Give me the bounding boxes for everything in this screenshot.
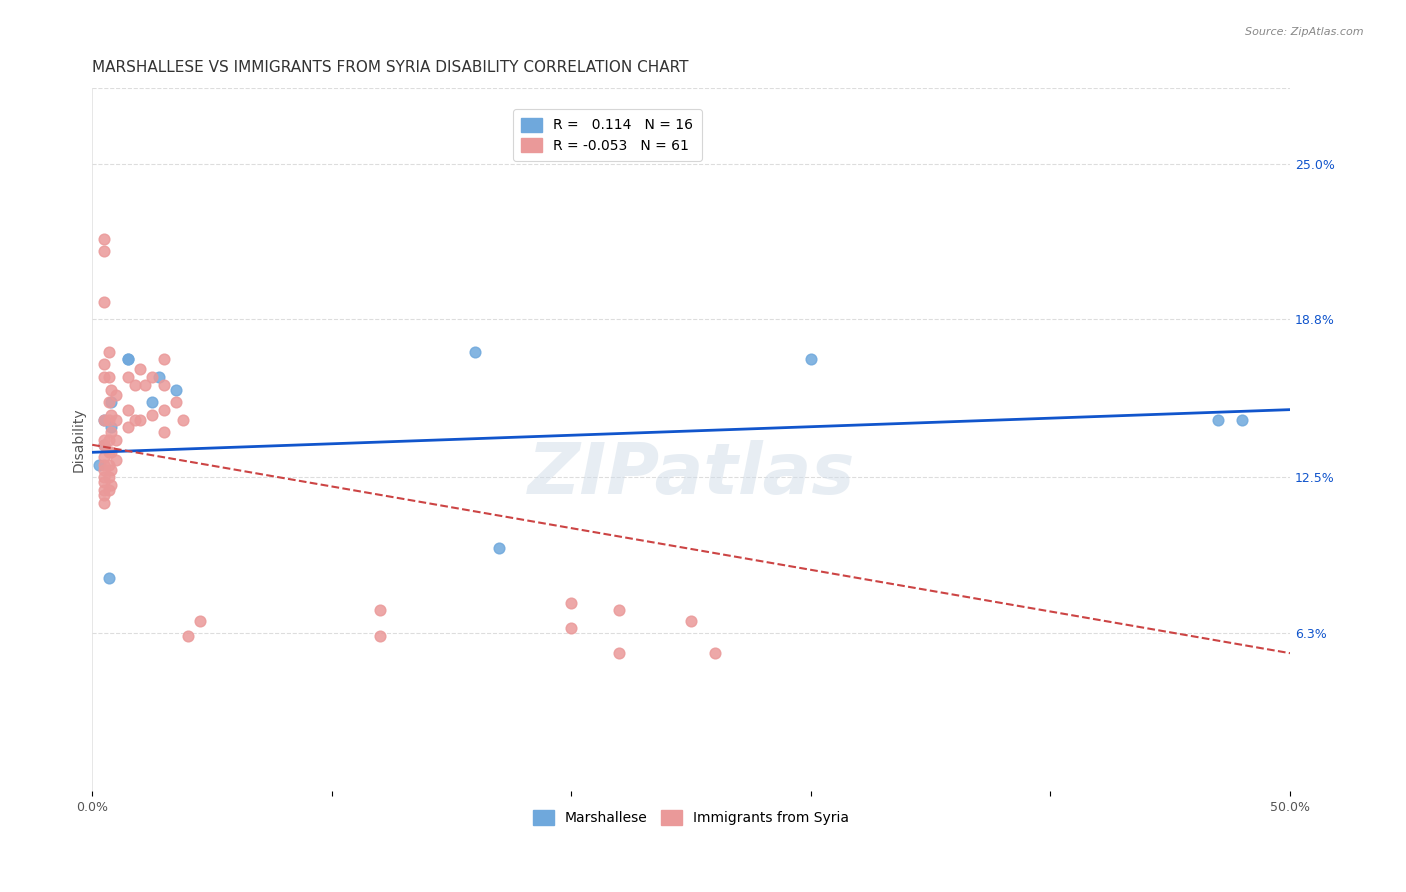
Point <box>188 614 211 628</box>
Point <box>124 377 146 392</box>
Point <box>93 358 115 372</box>
Point <box>117 352 139 367</box>
Point <box>100 395 122 409</box>
Point <box>141 395 163 409</box>
Point <box>100 425 122 440</box>
Point <box>153 425 176 440</box>
Legend: Marshallese, Immigrants from Syria: Marshallese, Immigrants from Syria <box>524 802 858 833</box>
Point <box>105 387 128 401</box>
Point <box>124 412 146 426</box>
Point <box>97 344 120 359</box>
Point <box>117 352 139 367</box>
Point <box>134 377 156 392</box>
Point <box>93 438 115 452</box>
Point <box>97 370 120 384</box>
Point <box>105 453 128 467</box>
Point <box>93 470 115 484</box>
Point <box>93 433 115 447</box>
Point <box>93 488 115 502</box>
Point <box>177 629 200 643</box>
Point <box>93 458 115 472</box>
Point <box>97 395 120 409</box>
Point <box>141 370 163 384</box>
Point <box>93 244 115 259</box>
Point <box>607 646 630 660</box>
Point <box>100 420 122 434</box>
Point <box>464 344 486 359</box>
Point <box>97 483 120 497</box>
Point <box>153 377 176 392</box>
Point <box>105 433 128 447</box>
Point <box>93 463 115 477</box>
Point <box>97 445 120 459</box>
Point <box>117 370 139 384</box>
Point <box>165 395 187 409</box>
Point <box>97 470 120 484</box>
Point <box>97 412 120 426</box>
Point <box>93 370 115 384</box>
Point <box>1206 412 1229 426</box>
Point <box>141 408 163 422</box>
Text: MARSHALLESE VS IMMIGRANTS FROM SYRIA DISABILITY CORRELATION CHART: MARSHALLESE VS IMMIGRANTS FROM SYRIA DIS… <box>93 60 689 75</box>
Point <box>97 433 120 447</box>
Point <box>100 463 122 477</box>
Point <box>93 475 115 490</box>
Point <box>89 458 111 472</box>
Text: Source: ZipAtlas.com: Source: ZipAtlas.com <box>1246 27 1364 37</box>
Point <box>93 483 115 497</box>
Point <box>129 412 152 426</box>
Point <box>704 646 727 660</box>
Point <box>100 408 122 422</box>
Y-axis label: Disability: Disability <box>72 408 86 472</box>
Point <box>153 352 176 367</box>
Point <box>100 445 122 459</box>
Point <box>607 603 630 617</box>
Point <box>93 412 115 426</box>
Point <box>153 402 176 417</box>
Point <box>165 383 187 397</box>
Point <box>1230 412 1253 426</box>
Point <box>97 458 120 472</box>
Point <box>93 232 115 246</box>
Point <box>560 596 582 610</box>
Point <box>93 438 115 452</box>
Point <box>93 495 115 509</box>
Point <box>368 603 391 617</box>
Point <box>172 412 194 426</box>
Point <box>93 294 115 309</box>
Point <box>681 614 703 628</box>
Point <box>117 420 139 434</box>
Point <box>100 478 122 492</box>
Point <box>117 402 139 417</box>
Point <box>148 370 170 384</box>
Point <box>97 571 120 585</box>
Point <box>105 412 128 426</box>
Point <box>560 621 582 635</box>
Point <box>93 412 115 426</box>
Point <box>100 383 122 397</box>
Point <box>488 541 510 555</box>
Point <box>93 450 115 465</box>
Text: ZIPatlas: ZIPatlas <box>527 441 855 509</box>
Point <box>368 629 391 643</box>
Point <box>800 352 823 367</box>
Point <box>129 362 152 376</box>
